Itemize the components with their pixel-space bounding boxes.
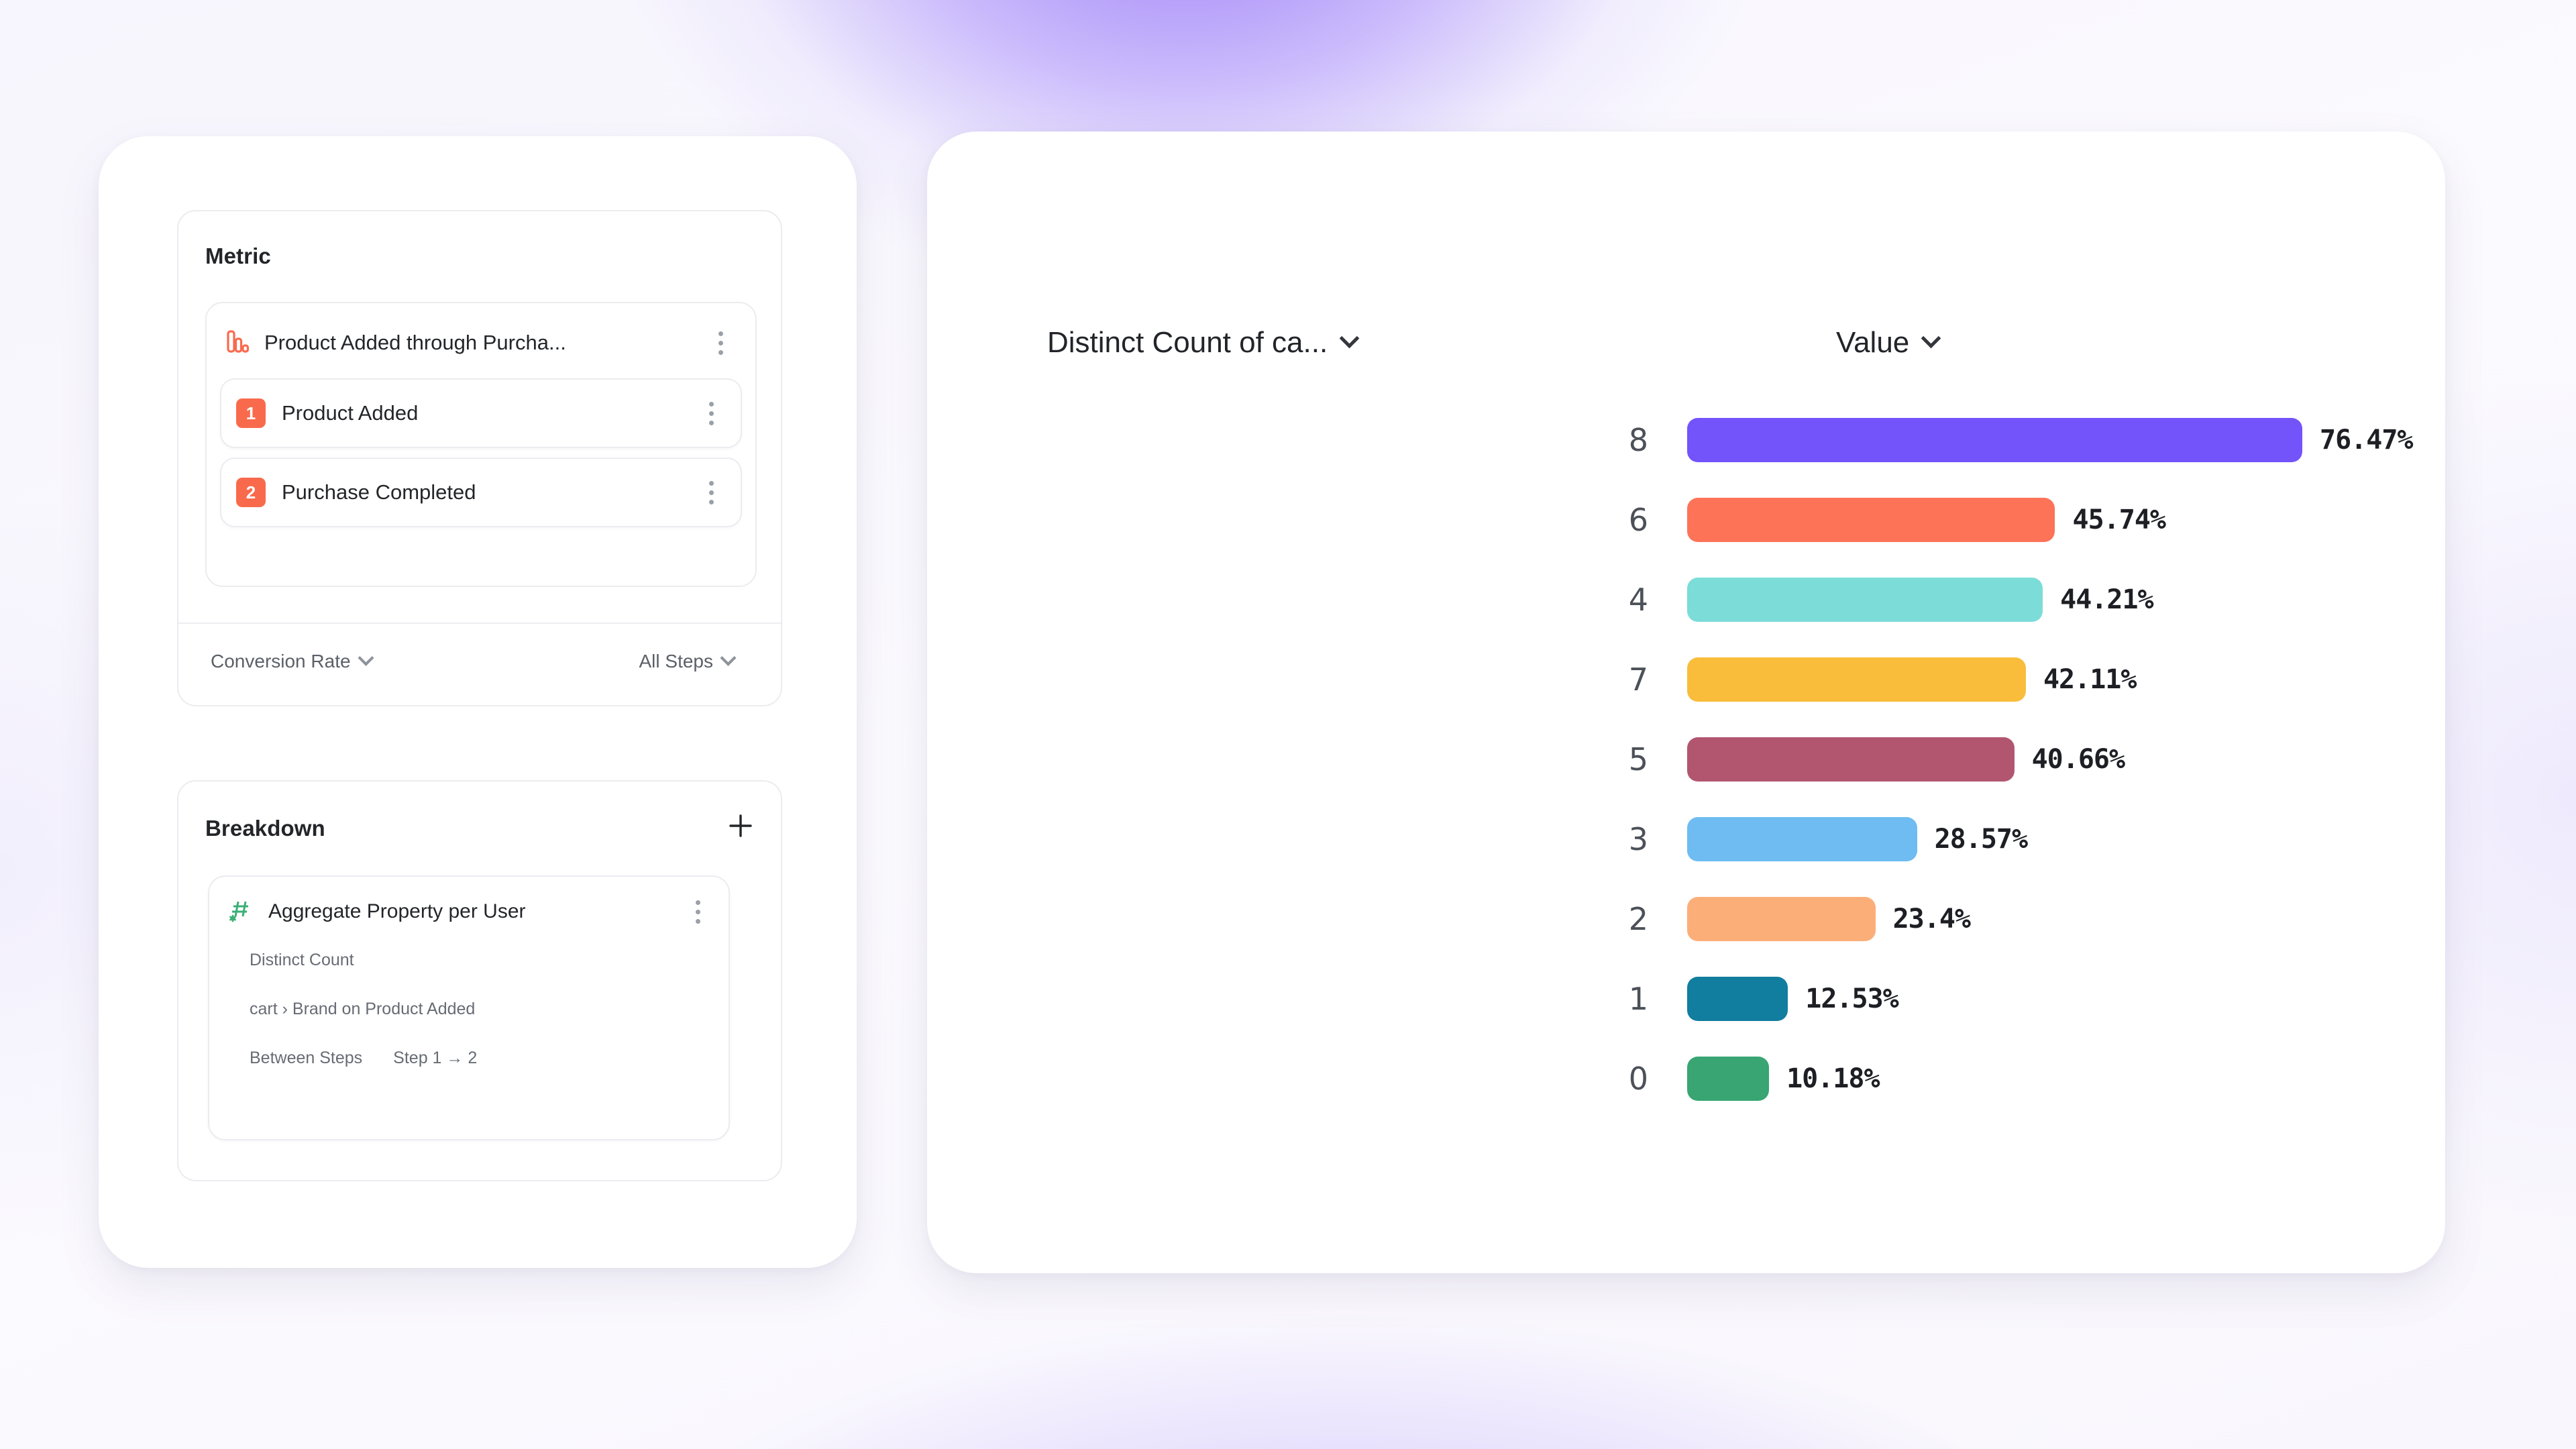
bar-row[interactable]: 6 45.74% bbox=[927, 480, 2445, 559]
step-label: Product Added bbox=[282, 401, 419, 425]
plus-icon bbox=[729, 814, 752, 837]
bar-rect[interactable] bbox=[1687, 657, 2026, 702]
bar-category-label: 1 bbox=[1628, 980, 1648, 1017]
breakdown-scope-row: Between Steps Step 1 → 2 bbox=[250, 1049, 710, 1068]
metric-header-row[interactable]: Product Added through Purcha... bbox=[220, 317, 742, 369]
bar-value-label: 10.18% bbox=[1786, 1063, 1880, 1094]
dimension-header-dropdown[interactable]: Distinct Count of ca... bbox=[1047, 326, 1360, 360]
metric-card-footer: Conversion Rate All Steps bbox=[211, 649, 737, 672]
breakdown-card-header: Breakdown bbox=[205, 814, 754, 843]
step-number-badge: 1 bbox=[236, 398, 266, 428]
bar-value-label: 40.66% bbox=[2031, 743, 2125, 775]
bar-rect[interactable] bbox=[1687, 737, 2015, 782]
step-number-badge: 2 bbox=[236, 478, 266, 507]
chevron-down-icon bbox=[1339, 328, 1360, 348]
value-header-dropdown[interactable]: Value bbox=[1836, 326, 1941, 360]
bar-value-label: 76.47% bbox=[2320, 424, 2413, 455]
dimension-header-label: Distinct Count of ca... bbox=[1047, 326, 1328, 359]
step-label: Purchase Completed bbox=[282, 480, 476, 504]
breakdown-options-kebab-icon[interactable] bbox=[686, 897, 710, 926]
measure-type-label: Conversion Rate bbox=[211, 651, 351, 672]
bar-row[interactable]: 1 12.53% bbox=[927, 959, 2445, 1038]
bar-category-label: 4 bbox=[1628, 581, 1648, 618]
funnel-step-row[interactable]: 1 Product Added bbox=[220, 378, 742, 448]
measure-type-dropdown[interactable]: Conversion Rate bbox=[211, 649, 374, 672]
bar-category-label: 7 bbox=[1628, 661, 1648, 698]
step-options-kebab-icon[interactable] bbox=[699, 398, 723, 428]
bar-chart: 8 76.47% 6 45.74% 4 44.21% 7 42.11% 5 40.66% 3 28.5… bbox=[927, 400, 2445, 1118]
bar-category-label: 0 bbox=[1628, 1060, 1648, 1097]
bar-row[interactable]: 0 10.18% bbox=[927, 1038, 2445, 1118]
breakdown-aggregation-label: Distinct Count bbox=[250, 951, 354, 969]
bar-row[interactable]: 4 44.21% bbox=[927, 559, 2445, 639]
bar-rect[interactable] bbox=[1687, 816, 1917, 861]
bar-row[interactable]: 8 76.47% bbox=[927, 400, 2445, 480]
step-options-kebab-icon[interactable] bbox=[699, 478, 723, 507]
bar-rect[interactable] bbox=[1687, 417, 2302, 462]
add-breakdown-button[interactable] bbox=[723, 808, 758, 843]
configuration-panel: Metric Product Added through Purcha... 1 bbox=[99, 136, 857, 1268]
breakdown-scope-value: Step 1 → 2 bbox=[393, 1049, 478, 1067]
value-header-label: Value bbox=[1836, 326, 1910, 359]
bar-value-label: 45.74% bbox=[2072, 504, 2165, 535]
breakdown-item-header: Aggregate Property per User bbox=[228, 897, 710, 926]
steps-scope-dropdown[interactable]: All Steps bbox=[639, 649, 737, 672]
breakdown-card-title: Breakdown bbox=[205, 816, 325, 841]
bar-rect[interactable] bbox=[1687, 1056, 1770, 1101]
metric-name-label: Product Added through Purcha... bbox=[264, 331, 566, 354]
bar-category-label: 6 bbox=[1628, 501, 1648, 538]
breakdown-card: Breakdown bbox=[177, 780, 782, 1181]
bar-row[interactable]: 3 28.57% bbox=[927, 799, 2445, 879]
chevron-down-icon bbox=[720, 649, 737, 666]
bar-rect[interactable] bbox=[1687, 896, 1876, 941]
bar-row[interactable]: 7 42.11% bbox=[927, 639, 2445, 719]
chevron-down-icon bbox=[358, 649, 374, 666]
metric-card: Metric Product Added through Purcha... 1 bbox=[177, 210, 782, 706]
metric-definition-box: Product Added through Purcha... 1 Produc… bbox=[205, 302, 757, 587]
metric-options-kebab-icon[interactable] bbox=[708, 328, 733, 358]
breakdown-item-title: Aggregate Property per User bbox=[268, 900, 526, 922]
breakdown-property-label: cart › Brand on Product Added bbox=[250, 1000, 476, 1018]
bar-category-label: 2 bbox=[1628, 900, 1648, 937]
breakdown-scope-label: Between Steps bbox=[250, 1049, 363, 1067]
chevron-down-icon bbox=[1921, 328, 1941, 348]
aggregate-hash-icon bbox=[228, 898, 254, 926]
metric-card-title: Metric bbox=[205, 244, 271, 268]
bar-category-label: 8 bbox=[1628, 421, 1648, 458]
bar-value-label: 12.53% bbox=[1805, 983, 1898, 1014]
bar-category-label: 5 bbox=[1628, 741, 1648, 777]
bar-rect[interactable] bbox=[1687, 497, 2055, 542]
metric-card-divider bbox=[178, 623, 781, 624]
chart-header: Distinct Count of ca... Value bbox=[927, 326, 2445, 386]
breakdown-item-box[interactable]: Aggregate Property per User Distinct Cou… bbox=[208, 875, 730, 1140]
chart-panel: Distinct Count of ca... Value 8 76.47% 6 45… bbox=[927, 131, 2445, 1273]
steps-scope-label: All Steps bbox=[639, 651, 714, 672]
bar-value-label: 42.11% bbox=[2043, 663, 2137, 695]
bar-rect[interactable] bbox=[1687, 976, 1788, 1021]
bar-row[interactable]: 5 40.66% bbox=[927, 719, 2445, 799]
bar-rect[interactable] bbox=[1687, 577, 2043, 622]
funnel-step-row[interactable]: 2 Purchase Completed bbox=[220, 458, 742, 527]
bar-value-label: 23.4% bbox=[1892, 903, 1971, 934]
bar-value-label: 44.21% bbox=[2060, 584, 2153, 615]
bar-value-label: 28.57% bbox=[1934, 823, 2028, 855]
bar-row[interactable]: 2 23.4% bbox=[927, 879, 2445, 959]
bar-category-label: 3 bbox=[1628, 820, 1648, 857]
funnel-bars-icon bbox=[227, 329, 250, 357]
